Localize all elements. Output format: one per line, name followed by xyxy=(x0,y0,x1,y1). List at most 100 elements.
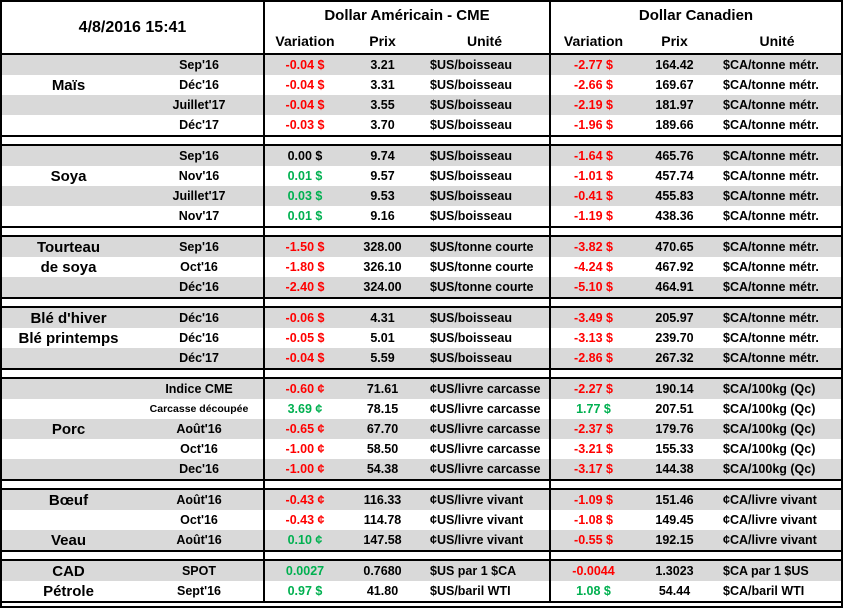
ca-prix-cell: 465.76 xyxy=(655,149,694,163)
us-unite-cell: $US/boisseau xyxy=(430,78,512,92)
table-row: Nov'17 0.01 $ 9.16 $US/boisseau -1.19 $ 438.3… xyxy=(2,206,841,226)
group-spacer xyxy=(2,481,841,488)
us-prix-cell: 54.38 xyxy=(366,462,399,476)
commodity-label: Soya xyxy=(50,167,87,185)
table-row: Blé printemps Déc'16 -0.05 $ 5.01 $US/boisse… xyxy=(2,328,841,348)
us-prix-cell: 67.70 xyxy=(366,422,399,436)
commodity-group: Sep'16 0.00 $ 9.74 $US/boisseau -1.64 $ 465.7… xyxy=(2,144,841,228)
table-body: Sep'16 -0.04 $ 3.21 $US/boisseau -2.77 $ 164.… xyxy=(2,55,841,603)
ca-prix-cell: 144.38 xyxy=(655,462,694,476)
contract-label: Juillet'17 xyxy=(172,98,226,112)
contract-label: Déc'16 xyxy=(179,280,219,294)
commodity-label xyxy=(2,439,135,459)
contract-label: Déc'16 xyxy=(179,311,219,325)
ca-unite-cell: $CA/tonne métr. xyxy=(723,149,819,163)
ca-variation-cell: -4.24 $ xyxy=(549,257,636,277)
table-row: Pétrole Sept'16 0.97 $ 41.80 $US/baril WTI 1.… xyxy=(2,581,841,601)
ca-variation-cell: -5.10 $ xyxy=(549,277,636,297)
table-header: 4/8/2016 15:41 Dollar Américain - CME Va… xyxy=(2,2,841,55)
commodity-label xyxy=(2,379,135,399)
us-variation-column-header: Variation xyxy=(275,32,335,49)
ca-variation-cell: -3.82 $ xyxy=(549,237,636,257)
commodity-label xyxy=(2,348,135,368)
table-row: Juillet'17 0.03 $ 9.53 $US/boisseau -0.41 $ 4… xyxy=(2,186,841,206)
us-prix-cell: 116.33 xyxy=(363,493,402,507)
ca-prix-cell: 149.45 xyxy=(655,513,694,527)
ca-prix-cell: 455.83 xyxy=(655,189,694,203)
us-variation-cell: -1.50 $ xyxy=(263,237,345,257)
contract-label: Déc'17 xyxy=(179,118,219,132)
us-prix-cell: 326.10 xyxy=(363,260,402,274)
contract-label: Déc'17 xyxy=(179,351,219,365)
ca-variation-cell: -1.64 $ xyxy=(549,146,636,166)
group-spacer xyxy=(2,552,841,559)
us-unite-cell: $US/boisseau xyxy=(430,118,512,132)
contract-label: Nov'16 xyxy=(178,169,220,183)
us-section-title: Dollar Américain - CME xyxy=(324,6,490,24)
ca-prix-cell: 155.33 xyxy=(655,442,694,456)
us-unite-cell: $US/boisseau xyxy=(430,98,512,112)
table-row: Soya Nov'16 0.01 $ 9.57 $US/boisseau -1.01 $ 4… xyxy=(2,166,841,186)
commodity-label xyxy=(2,459,135,479)
table-row: Dec'16 -1.00 ¢ 54.38 ¢US/livre carcasse -3.1… xyxy=(2,459,841,479)
ca-unite-cell: $CA/tonne métr. xyxy=(723,58,819,72)
ca-variation-cell: 1.08 $ xyxy=(549,581,636,601)
contract-label: Août'16 xyxy=(176,533,222,547)
us-variation-cell: -0.43 ¢ xyxy=(263,490,345,510)
us-unite-cell: $US/boisseau xyxy=(430,149,512,163)
ca-prix-cell: 151.46 xyxy=(655,493,694,507)
us-prix-cell: 9.57 xyxy=(370,169,395,183)
ca-prix-cell: 181.97 xyxy=(655,98,694,112)
ca-unite-cell: $CA par 1 $US xyxy=(723,564,809,578)
us-unite-cell: ¢US/livre vivant xyxy=(430,533,524,547)
ca-unite-cell: ¢CA/livre vivant xyxy=(723,493,817,507)
table-row: Oct'16 -1.00 ¢ 58.50 ¢US/livre carcasse -3.2… xyxy=(2,439,841,459)
us-unite-cell: ¢US/livre carcasse xyxy=(430,462,541,476)
us-variation-cell: -0.04 $ xyxy=(263,348,345,368)
commodity-group: Sep'16 -0.04 $ 3.21 $US/boisseau -2.77 $ 164.… xyxy=(2,55,841,137)
ca-prix-cell: 457.74 xyxy=(655,169,694,183)
ca-prix-cell: 1.3023 xyxy=(655,564,694,578)
us-variation-cell: -0.04 $ xyxy=(263,55,345,75)
ca-unite-cell: $CA/tonne métr. xyxy=(723,78,819,92)
table-row: Déc'17 -0.03 $ 3.70 $US/boisseau -1.96 $ 189.… xyxy=(2,115,841,135)
table-row: Porc Août'16 -0.65 ¢ 67.70 ¢US/livre carcass… xyxy=(2,419,841,439)
us-unite-column-header: Unité xyxy=(467,32,502,49)
us-prix-cell: 71.61 xyxy=(366,382,399,396)
ca-variation-cell: -2.77 $ xyxy=(549,55,636,75)
commodity-group: Tourteau Sep'16 -1.50 $ 328.00 $US/tonne cou… xyxy=(2,235,841,299)
us-variation-cell: -2.40 $ xyxy=(263,277,345,297)
ca-variation-cell: -2.19 $ xyxy=(549,95,636,115)
ca-variation-cell: -2.27 $ xyxy=(549,379,636,399)
us-subheader-row: Variation Prix Unité xyxy=(265,28,549,53)
us-prix-cell: 3.55 xyxy=(370,98,395,112)
commodity-label: Pétrole xyxy=(43,582,94,600)
us-variation-cell: 3.69 ¢ xyxy=(263,399,345,419)
ca-unite-cell: ¢CA/livre vivant xyxy=(723,533,817,547)
table-row: Déc'16 -2.40 $ 324.00 $US/tonne courte -5.10… xyxy=(2,277,841,297)
table-row: Maïs Déc'16 -0.04 $ 3.31 $US/boisseau -2.66 $… xyxy=(2,75,841,95)
commodity-label xyxy=(2,186,135,206)
ca-variation-cell: -0.41 $ xyxy=(549,186,636,206)
ca-variation-cell: -2.66 $ xyxy=(549,75,636,95)
ca-prix-cell: 192.15 xyxy=(655,533,694,547)
ca-unite-cell: $CA/tonne métr. xyxy=(723,280,819,294)
us-unite-cell: $US/boisseau xyxy=(430,169,512,183)
us-unite-cell: ¢US/livre carcasse xyxy=(430,402,541,416)
contract-label: Carcasse découpée xyxy=(149,403,249,415)
ca-prix-cell: 190.14 xyxy=(655,382,694,396)
us-prix-cell: 4.31 xyxy=(370,311,395,325)
group-spacer xyxy=(2,299,841,306)
us-variation-cell: -0.03 $ xyxy=(263,115,345,135)
ca-unite-cell: $CA/tonne métr. xyxy=(723,169,819,183)
us-prix-cell: 78.15 xyxy=(366,402,399,416)
commodity-group: Indice CME -0.60 ¢ 71.61 ¢US/livre carcasse… xyxy=(2,377,841,481)
us-variation-cell: -0.06 $ xyxy=(263,308,345,328)
commodity-group: Bœuf Août'16 -0.43 ¢ 116.33 ¢US/livre vivant… xyxy=(2,488,841,552)
table-row: Bœuf Août'16 -0.43 ¢ 116.33 ¢US/livre vivant… xyxy=(2,490,841,510)
ca-variation-cell: -2.37 $ xyxy=(549,419,636,439)
ca-unite-cell: $CA/tonne métr. xyxy=(723,240,819,254)
commodity-label xyxy=(2,510,135,530)
ca-unite-cell: $CA/tonne métr. xyxy=(723,118,819,132)
table-row: Blé d'hiver Déc'16 -0.06 $ 4.31 $US/boisseau… xyxy=(2,308,841,328)
